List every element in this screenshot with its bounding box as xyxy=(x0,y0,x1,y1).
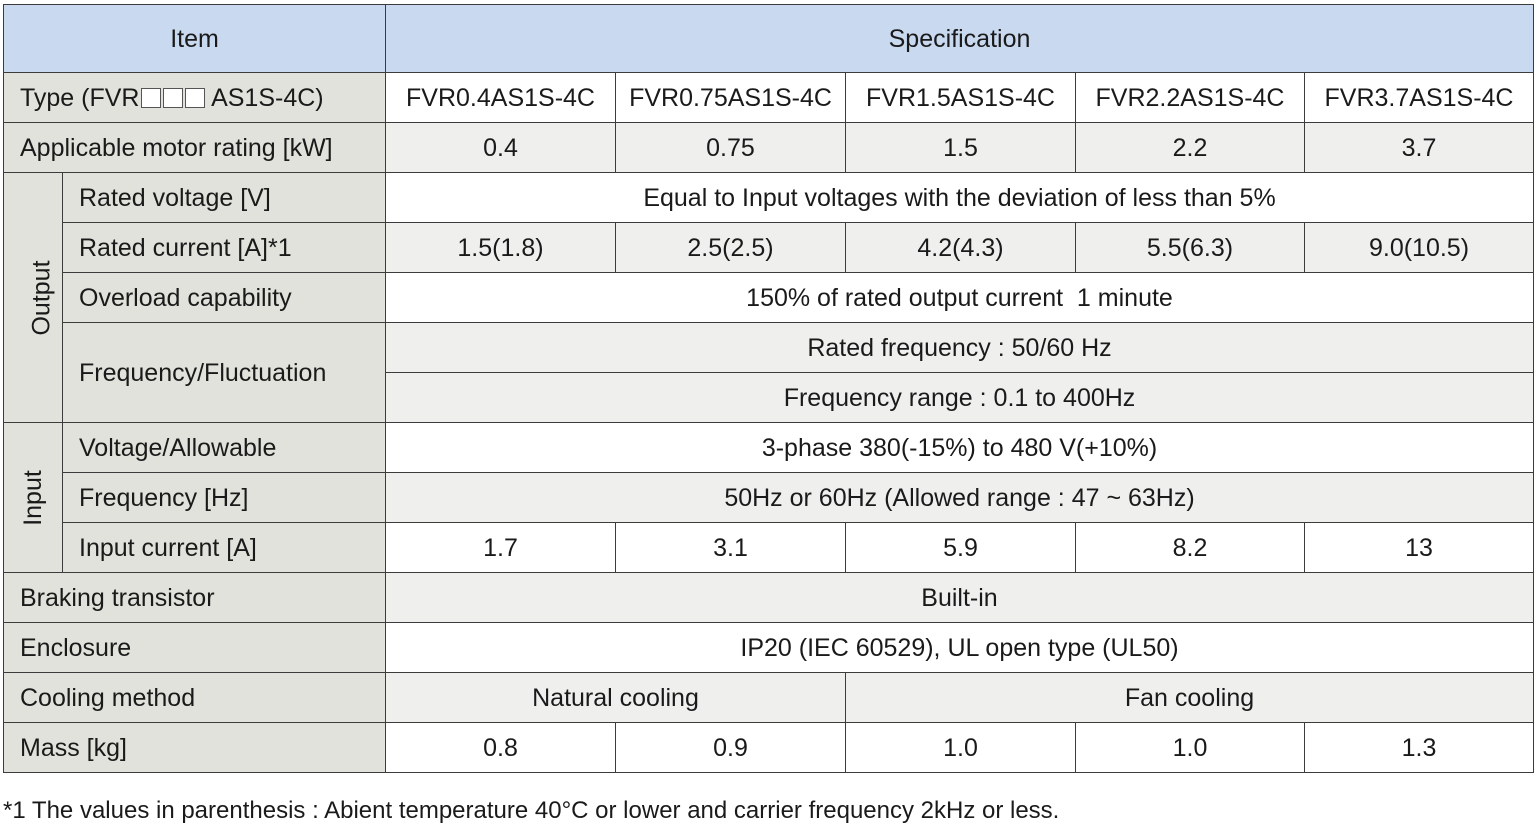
input-group-label: Input xyxy=(18,469,47,526)
rated-current-label: Rated current [A]*1 xyxy=(62,222,386,273)
rated-current-value: 1.5(1.8) xyxy=(385,222,616,273)
output-frequency-row-2: Frequency range : 0.1 to 400Hz xyxy=(4,372,1535,423)
mass-value: 1.0 xyxy=(1075,722,1305,773)
rated-voltage-row: Output Rated voltage [V] Equal to Input … xyxy=(3,172,1535,423)
input-voltage-row: Input Voltage/Allowable 3-phase 380(-15%… xyxy=(3,422,1535,573)
type-row: Type (FVR AS1S-4C) FVR0.4AS1S-4C FVR0.75… xyxy=(3,72,1535,123)
rated-current-value: 9.0(10.5) xyxy=(1303,222,1535,273)
type-value: FVR1.5AS1S-4C xyxy=(845,72,1076,123)
mass-value: 0.8 xyxy=(385,722,616,773)
input-current-value: 13 xyxy=(1303,522,1535,573)
enclosure-value: IP20 (IEC 60529), UL open type (UL50) xyxy=(384,622,1535,673)
overload-value: 150% of rated output current 1 minute xyxy=(384,272,1535,323)
input-group-cell: Input xyxy=(3,422,63,573)
specification-header: Specification xyxy=(384,4,1535,73)
input-current-row: Input current [A] 1.7 3.1 5.9 8.2 13 xyxy=(4,522,1535,573)
placeholder-box-icon xyxy=(141,87,162,108)
input-current-value: 8.2 xyxy=(1075,522,1305,573)
output-group-label: Output xyxy=(27,259,56,336)
motor-rating-value: 1.5 xyxy=(845,122,1076,173)
input-frequency-value: 50Hz or 60Hz (Allowed range : 47 ~ 63Hz) xyxy=(384,472,1535,523)
item-header: Item xyxy=(3,4,386,73)
type-label-prefix: Type (FVR xyxy=(20,83,140,112)
output-frequency-row: Frequency/Fluctuation Rated frequency : … xyxy=(4,322,1535,423)
placeholder-box-icon xyxy=(185,87,206,108)
input-frequency-label: Frequency [Hz] xyxy=(62,472,386,523)
type-label-suffix: AS1S-4C) xyxy=(211,83,324,112)
frequency-range-value: Frequency range : 0.1 to 400Hz xyxy=(384,372,1535,423)
footnote: *1 The values in parenthesis : Abient te… xyxy=(3,797,1060,824)
rated-voltage-value: Equal to Input voltages with the deviati… xyxy=(384,172,1535,223)
cooling-row: Cooling method Natural cooling Fan cooli… xyxy=(3,672,1535,723)
braking-label: Braking transistor xyxy=(3,572,386,623)
input-current-label: Input current [A] xyxy=(62,522,386,573)
overload-row: Overload capability 150% of rated output… xyxy=(4,272,1535,323)
input-voltage-value: 3-phase 380(-15%) to 480 V(+10%) xyxy=(384,422,1535,473)
rated-frequency-value: Rated frequency : 50/60 Hz xyxy=(384,322,1535,373)
rated-voltage-label: Rated voltage [V] xyxy=(62,172,386,223)
mass-row: Mass [kg] 0.8 0.9 1.0 1.0 1.3 xyxy=(3,722,1535,773)
motor-rating-value: 0.75 xyxy=(615,122,846,173)
mass-value: 1.0 xyxy=(845,722,1076,773)
natural-cooling-value: Natural cooling xyxy=(385,672,846,723)
braking-row: Braking transistor Built-in xyxy=(3,572,1535,623)
braking-value: Built-in xyxy=(384,572,1535,623)
input-voltage-label: Voltage/Allowable xyxy=(62,422,386,473)
motor-rating-value: 3.7 xyxy=(1303,122,1535,173)
motor-rating-value: 2.2 xyxy=(1075,122,1305,173)
motor-rating-row: Applicable motor rating [kW] 0.4 0.75 1.… xyxy=(3,122,1535,173)
rated-current-value: 2.5(2.5) xyxy=(615,222,846,273)
motor-rating-label: Applicable motor rating [kW] xyxy=(3,122,386,173)
type-value: FVR0.4AS1S-4C xyxy=(385,72,616,123)
overload-label: Overload capability xyxy=(62,272,386,323)
fan-cooling-value: Fan cooling xyxy=(844,672,1535,723)
cooling-label: Cooling method xyxy=(3,672,386,723)
mass-value: 1.3 xyxy=(1303,722,1535,773)
type-value: FVR2.2AS1S-4C xyxy=(1075,72,1305,123)
rated-current-row: Rated current [A]*1 1.5(1.8) 2.5(2.5) 4.… xyxy=(4,222,1535,273)
type-value: FVR3.7AS1S-4C xyxy=(1303,72,1535,123)
type-label: Type (FVR AS1S-4C) xyxy=(3,72,386,123)
motor-rating-value: 0.4 xyxy=(385,122,616,173)
output-group-cell: Output xyxy=(3,172,63,423)
rated-current-value: 5.5(6.3) xyxy=(1075,222,1305,273)
input-frequency-row: Frequency [Hz] 50Hz or 60Hz (Allowed ran… xyxy=(4,472,1535,523)
type-value: FVR0.75AS1S-4C xyxy=(615,72,846,123)
spec-table: Item Specification Type (FVR AS1S-4C) FV… xyxy=(3,4,1535,773)
mass-value: 0.9 xyxy=(615,722,846,773)
input-current-value: 3.1 xyxy=(615,522,846,573)
input-current-value: 5.9 xyxy=(845,522,1076,573)
placeholder-box-icon xyxy=(163,87,184,108)
enclosure-label: Enclosure xyxy=(3,622,386,673)
enclosure-row: Enclosure IP20 (IEC 60529), UL open type… xyxy=(3,622,1535,673)
header-row: Item Specification xyxy=(3,4,1535,73)
mass-label: Mass [kg] xyxy=(3,722,386,773)
rated-current-value: 4.2(4.3) xyxy=(845,222,1076,273)
input-current-value: 1.7 xyxy=(385,522,616,573)
output-frequency-label: Frequency/Fluctuation xyxy=(62,322,386,423)
